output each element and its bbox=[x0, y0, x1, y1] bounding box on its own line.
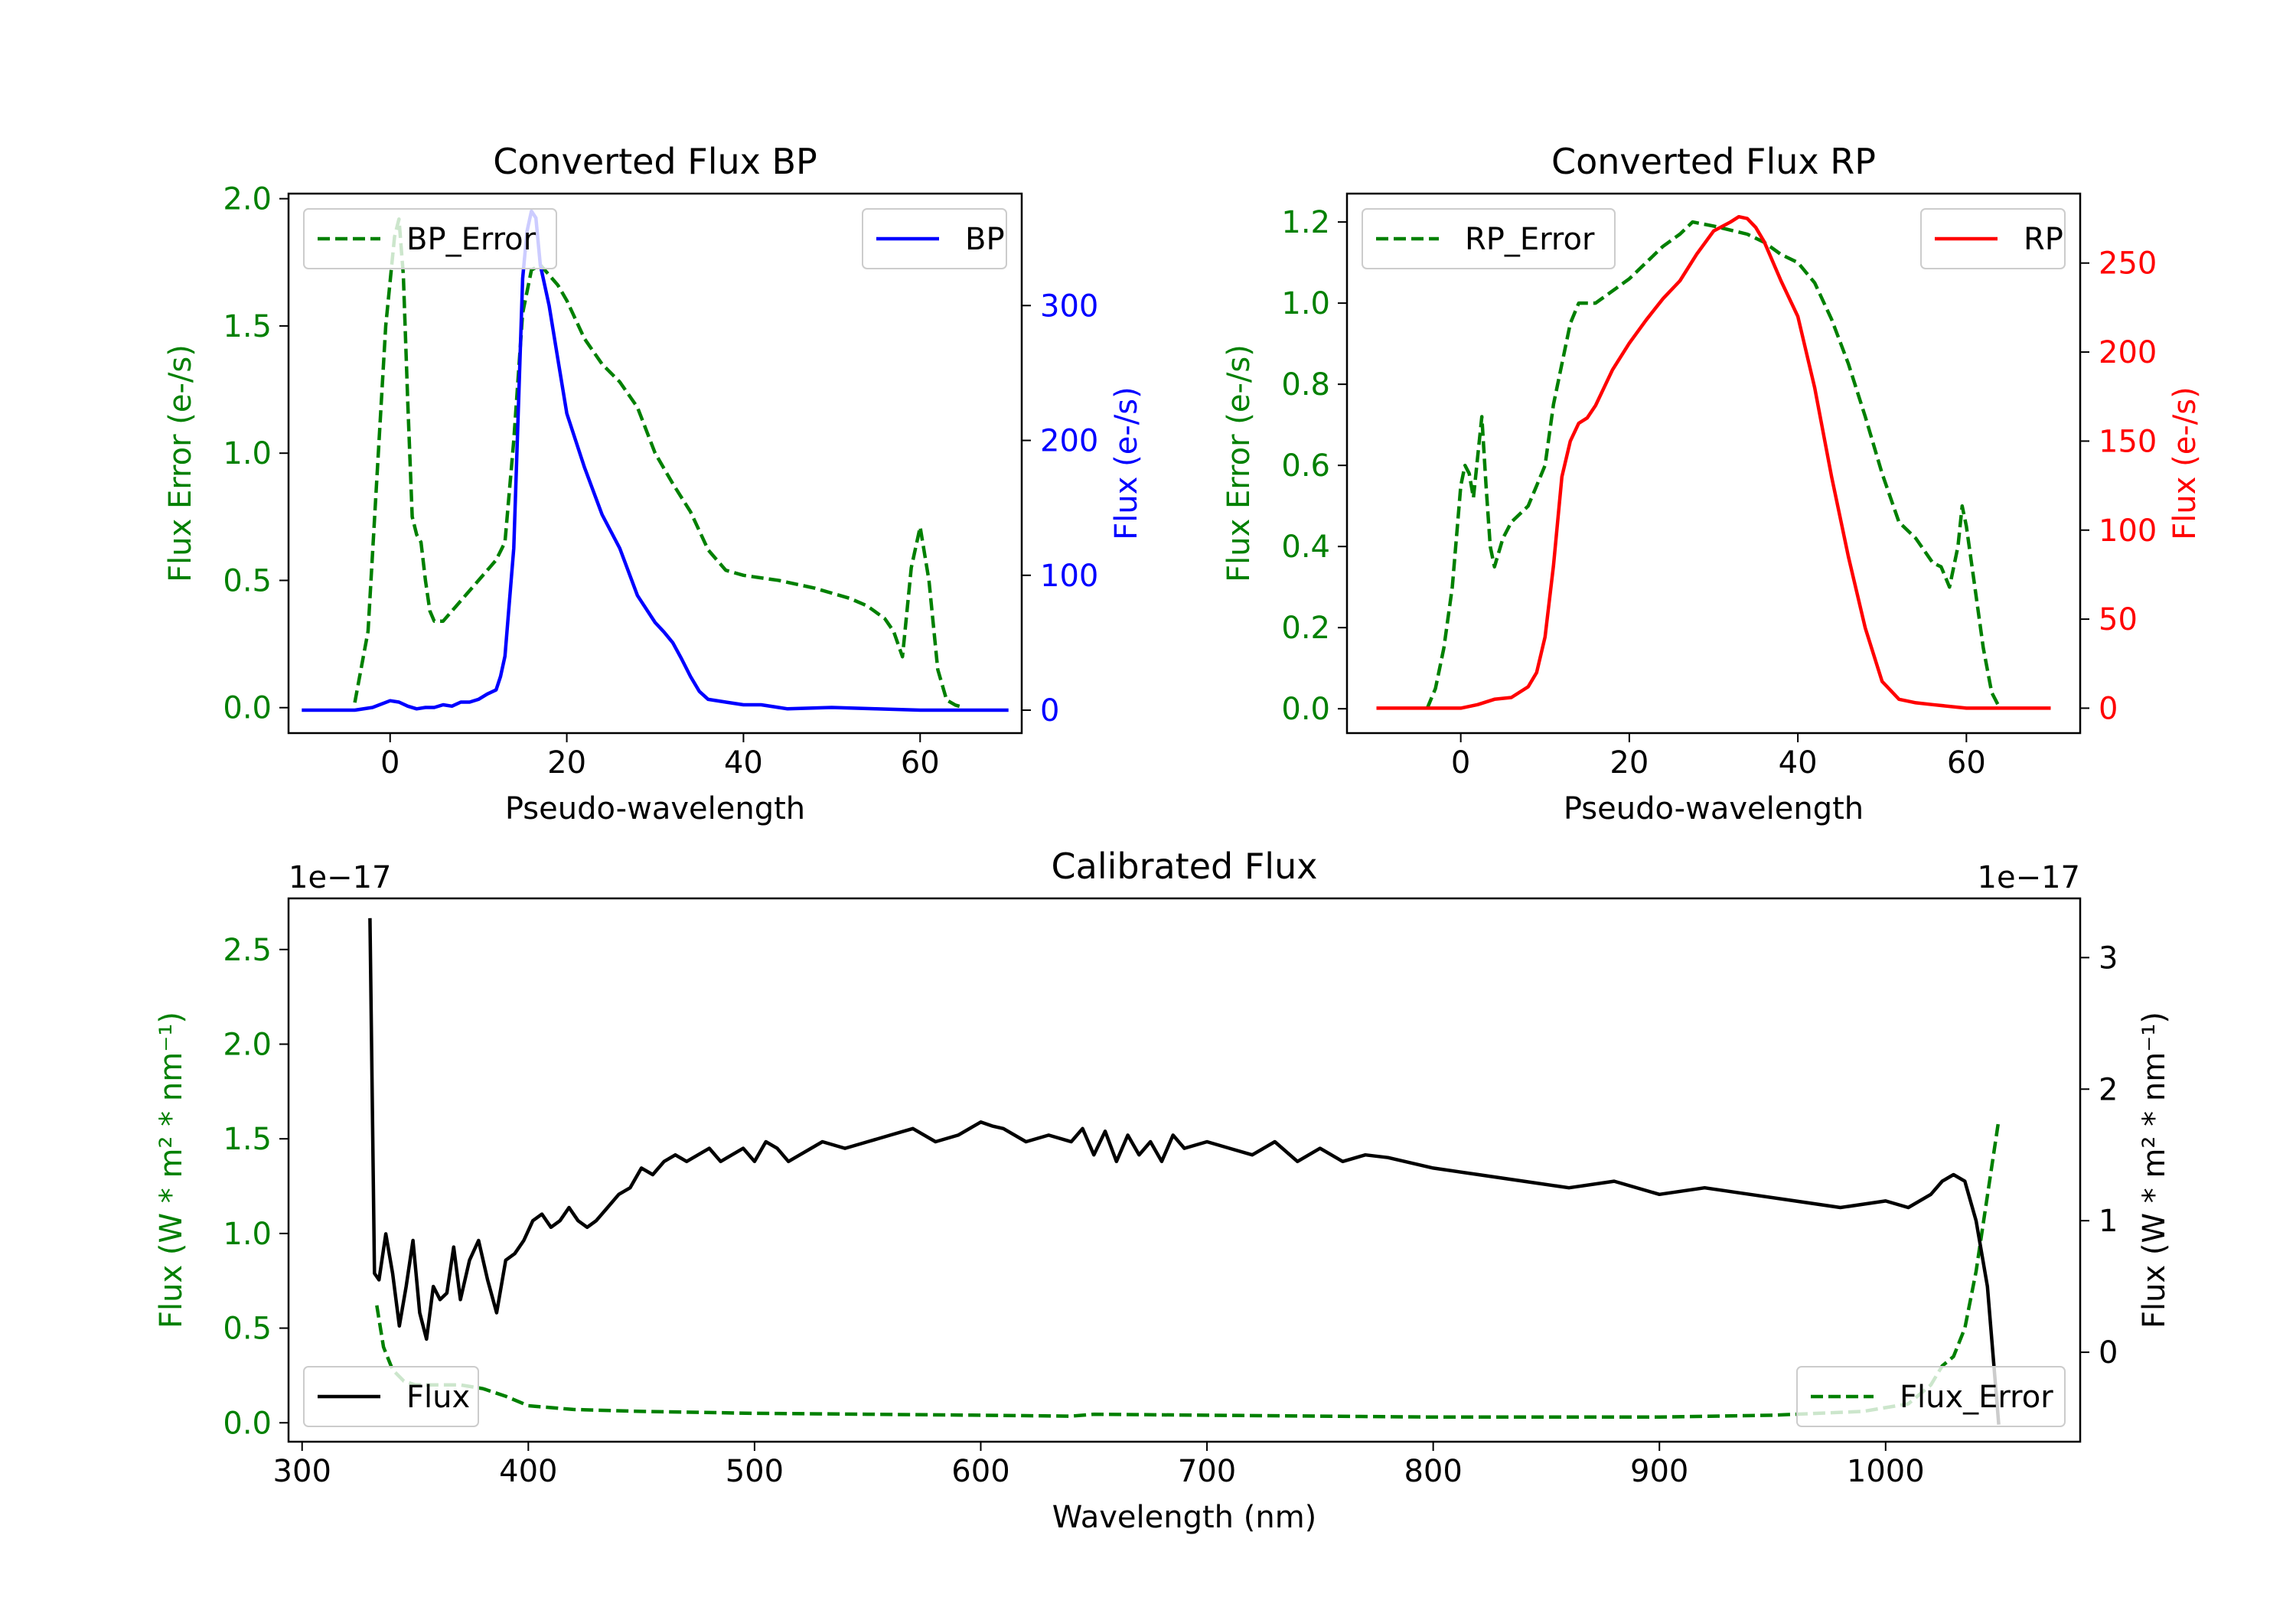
y-right-tick-label: 50 bbox=[2099, 602, 2138, 637]
y-right-tick-label: 0 bbox=[2099, 691, 2118, 726]
y-right-axis-label: Flux (e-/s) bbox=[2167, 386, 2203, 539]
x-tick-label: 40 bbox=[1779, 745, 1818, 781]
legend-flux-error: Flux_Error bbox=[1796, 1366, 2066, 1427]
y-left-axis-label: Flux (W * m² * nm⁻¹) bbox=[154, 1012, 189, 1328]
y-left-tick-label: 0.5 bbox=[223, 563, 272, 598]
legend-box bbox=[1796, 1366, 2066, 1427]
y-right-tick-label: 100 bbox=[2099, 513, 2157, 549]
series-line-flux-error bbox=[375, 1120, 2001, 1420]
x-tick-label: 900 bbox=[1630, 1454, 1688, 1489]
chart-title: Calibrated Flux bbox=[1052, 846, 1318, 887]
y-left-axis-label: Flux Error (e-/s) bbox=[163, 344, 198, 582]
y-left-tick-label: 1.5 bbox=[223, 309, 272, 344]
chart-title: Converted Flux BP bbox=[493, 141, 817, 182]
chart-title: Converted Flux RP bbox=[1551, 141, 1876, 182]
legend-box bbox=[303, 1366, 479, 1427]
y-left-tick-label: 2.0 bbox=[223, 182, 272, 217]
y-right-tick-label: 0 bbox=[2099, 1335, 2118, 1371]
y-left-tick-label: 1.5 bbox=[223, 1122, 272, 1157]
x-tick-label: 800 bbox=[1404, 1454, 1462, 1489]
series-group bbox=[368, 918, 2001, 1425]
x-tick-label: 60 bbox=[901, 745, 940, 781]
y-right-tick-label: 3 bbox=[2099, 940, 2118, 976]
y-right-tick-label: 2 bbox=[2099, 1072, 2118, 1107]
y-left-tick-label: 0.0 bbox=[223, 691, 272, 726]
x-axis-label: Pseudo-wavelength bbox=[505, 791, 805, 826]
x-tick-label: 600 bbox=[951, 1454, 1009, 1489]
series-line-flux bbox=[368, 918, 2001, 1425]
y-right-tick-label: 300 bbox=[1040, 288, 1098, 324]
y-left-tick-label: 2.5 bbox=[223, 933, 272, 968]
series-group bbox=[302, 209, 1009, 712]
legend-flux: BP bbox=[862, 208, 1007, 269]
y-right-tick-label: 250 bbox=[2099, 246, 2157, 282]
y-left-tick-label: 0.0 bbox=[1281, 692, 1330, 727]
x-axis-label: Pseudo-wavelength bbox=[1564, 791, 1864, 826]
series-line-rp bbox=[1376, 214, 2051, 710]
legend-box bbox=[303, 208, 557, 269]
x-tick-label: 20 bbox=[547, 745, 586, 781]
y-left-tick-label: 1.0 bbox=[223, 1217, 272, 1252]
legend-label: BP_Error bbox=[406, 222, 536, 257]
y-left-tick-label: 1.0 bbox=[1281, 286, 1330, 321]
legend-label: RP_Error bbox=[1465, 222, 1595, 257]
axes-frame bbox=[287, 192, 1023, 735]
legend-flux: RP bbox=[1920, 208, 2066, 269]
y-right-axis-label: Flux (W * m² * nm⁻¹) bbox=[2137, 1012, 2172, 1328]
x-tick-label: 500 bbox=[726, 1454, 784, 1489]
axes-frame bbox=[1345, 192, 2082, 735]
y-right-tick-label: 0 bbox=[1040, 693, 1059, 729]
x-axis-label: Wavelength (nm) bbox=[1052, 1500, 1317, 1535]
y-left-tick-label: 0.4 bbox=[1281, 530, 1330, 565]
legend-label: RP bbox=[2024, 222, 2063, 257]
series-line-rp-error bbox=[1425, 220, 2002, 710]
y-left-offset-label: 1e−17 bbox=[289, 860, 391, 895]
y-right-tick-label: 200 bbox=[1040, 424, 1098, 459]
y-right-tick-label: 1 bbox=[2099, 1204, 2118, 1239]
y-right-offset-label: 1e−17 bbox=[1978, 860, 2080, 895]
panel-converted-flux-bp: 0 20 40 60 0.0 0.5 1.0 1.5 2.0 0 100 200 300 Converte… bbox=[163, 141, 1144, 826]
x-tick-label: 0 bbox=[380, 745, 400, 781]
legend-box bbox=[1362, 208, 1616, 269]
x-tick-label: 1000 bbox=[1847, 1454, 1925, 1489]
x-tick-label: 300 bbox=[273, 1454, 331, 1489]
x-tick-label: 400 bbox=[499, 1454, 557, 1489]
y-left-tick-label: 0.0 bbox=[223, 1406, 272, 1441]
series-line-bp-error bbox=[353, 217, 965, 709]
legend-label: Flux bbox=[406, 1380, 470, 1415]
y-left-tick-label: 0.5 bbox=[223, 1312, 272, 1347]
y-right-tick-label: 150 bbox=[2099, 424, 2157, 459]
panel-calibrated-flux: 300 400 500 600 700 800 900 1000 0.0 0.5 1.0 1.5 2.0… bbox=[154, 846, 2172, 1535]
legend-label: BP bbox=[965, 222, 1005, 257]
legend-error: BP_Error bbox=[303, 208, 557, 269]
y-left-tick-label: 0.2 bbox=[1281, 611, 1330, 646]
legend-error: RP_Error bbox=[1362, 208, 1616, 269]
series-line-bp bbox=[302, 209, 1009, 712]
legend-flux: Flux bbox=[303, 1366, 479, 1427]
y-left-tick-label: 1.0 bbox=[223, 436, 272, 471]
x-tick-label: 40 bbox=[724, 745, 763, 781]
y-right-tick-label: 100 bbox=[1040, 559, 1098, 594]
panel-converted-flux-rp: 0 20 40 60 0.0 0.2 0.4 0.6 0.8 1.0 1.2 0 50 100 150 200… bbox=[1221, 141, 2203, 826]
y-left-tick-label: 2.0 bbox=[223, 1027, 272, 1062]
y-right-tick-label: 200 bbox=[2099, 335, 2157, 370]
y-left-tick-label: 0.8 bbox=[1281, 367, 1330, 403]
legend-label: Flux_Error bbox=[1900, 1380, 2053, 1415]
axes-frame bbox=[287, 897, 2082, 1443]
series-group bbox=[1376, 214, 2051, 710]
x-tick-label: 700 bbox=[1178, 1454, 1236, 1489]
x-tick-label: 0 bbox=[1451, 745, 1470, 781]
y-left-axis-label: Flux Error (e-/s) bbox=[1221, 344, 1257, 582]
x-tick-label: 60 bbox=[1947, 745, 1986, 781]
y-right-axis-label: Flux (e-/s) bbox=[1109, 386, 1144, 539]
y-left-tick-label: 0.6 bbox=[1281, 448, 1330, 484]
x-tick-label: 20 bbox=[1609, 745, 1649, 781]
y-left-tick-label: 1.2 bbox=[1281, 205, 1330, 240]
